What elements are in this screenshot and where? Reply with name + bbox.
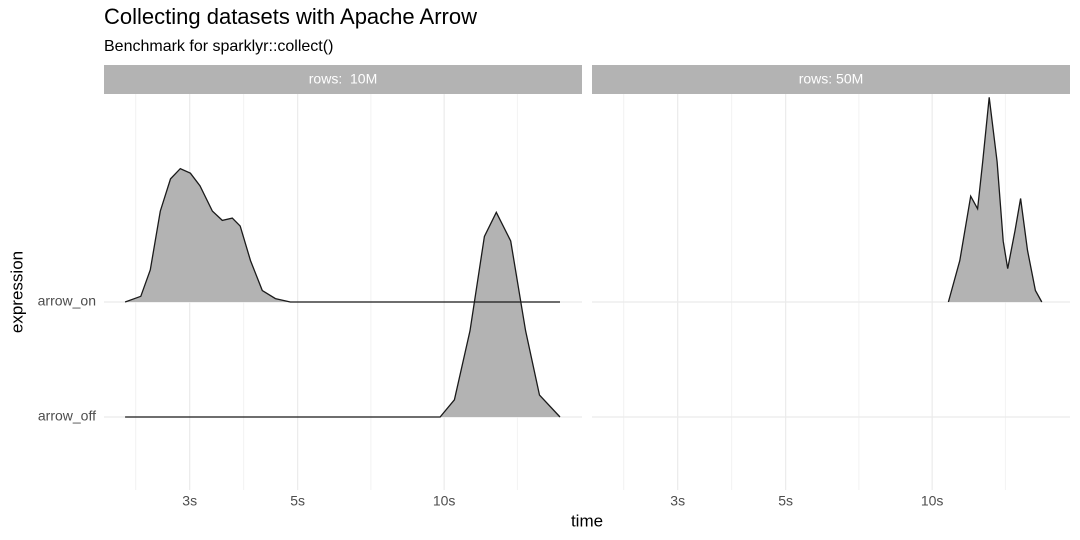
facet-label: rows: 10M [309,71,377,87]
x-tick-label: 10s [921,493,944,509]
ridge-area [948,97,1042,302]
ridge-line [947,97,1043,303]
facet-strip [592,65,1070,94]
y-tick-label: arrow_on [38,293,96,309]
x-tick-label: 3s [182,493,197,509]
ridge-line [125,210,561,418]
x-tick-label: 5s [290,493,305,509]
facet-strip [104,65,582,94]
facet-label: rows: 50M [799,71,864,87]
y-tick-label: arrow_off [38,408,96,424]
ridge-area [125,168,560,302]
x-tick-label: 3s [670,493,685,509]
x-axis-title: time [571,511,603,530]
x-tick-label: 5s [778,493,793,509]
x-tick-label: 10s [433,493,456,509]
y-axis-title: expression [7,251,26,333]
chart-subtitle: Benchmark for sparklyr::collect() [104,38,333,55]
chart-title: Collecting datasets with Apache Arrow [104,4,477,29]
ridge-line [124,167,560,303]
